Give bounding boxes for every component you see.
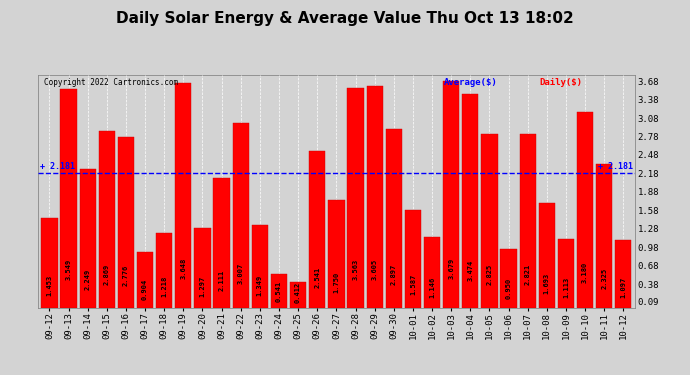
Text: 3.474: 3.474	[467, 260, 473, 280]
Bar	[539, 203, 555, 308]
Bar	[156, 232, 172, 308]
Bar	[347, 88, 364, 308]
Text: 2.325: 2.325	[601, 268, 607, 289]
Text: 1.097: 1.097	[620, 277, 627, 298]
Text: 1.349: 1.349	[257, 275, 263, 296]
Text: 1.693: 1.693	[544, 273, 550, 294]
Bar	[405, 210, 421, 308]
Text: 1.218: 1.218	[161, 276, 167, 297]
Text: 3.679: 3.679	[448, 258, 454, 279]
Bar	[577, 112, 593, 308]
Text: 3.605: 3.605	[372, 258, 377, 280]
Bar	[462, 94, 478, 308]
Bar	[596, 165, 612, 308]
Text: Daily($): Daily($)	[540, 78, 582, 87]
Bar	[615, 240, 631, 308]
Bar	[558, 239, 574, 308]
Text: 1.750: 1.750	[333, 272, 339, 293]
Text: + 2.181: + 2.181	[40, 162, 75, 171]
Bar	[290, 282, 306, 308]
Text: 3.648: 3.648	[180, 258, 186, 279]
Bar	[252, 225, 268, 308]
Text: 2.541: 2.541	[314, 266, 320, 288]
Bar	[41, 218, 57, 308]
Text: 2.869: 2.869	[104, 264, 110, 285]
Bar	[309, 151, 326, 308]
Bar	[386, 129, 402, 308]
Text: 2.249: 2.249	[85, 268, 90, 290]
Text: 3.007: 3.007	[238, 263, 244, 284]
Text: 2.897: 2.897	[391, 264, 397, 285]
Text: 2.776: 2.776	[123, 264, 129, 286]
Text: 2.111: 2.111	[219, 270, 225, 291]
Bar	[137, 252, 153, 308]
Bar	[213, 178, 230, 308]
Text: 2.821: 2.821	[524, 264, 531, 285]
Text: 1.587: 1.587	[410, 273, 416, 294]
Text: 1.297: 1.297	[199, 276, 206, 297]
Bar	[520, 134, 536, 308]
Text: 1.146: 1.146	[429, 276, 435, 298]
Bar	[271, 274, 287, 308]
Bar	[195, 228, 210, 308]
Bar	[424, 237, 440, 308]
Text: 0.950: 0.950	[506, 278, 511, 299]
Bar	[366, 86, 383, 308]
Bar	[500, 249, 517, 308]
Bar	[175, 83, 191, 308]
Text: 3.549: 3.549	[66, 259, 72, 280]
Text: 3.563: 3.563	[353, 259, 359, 280]
Bar	[118, 137, 134, 308]
Bar	[482, 134, 497, 308]
Text: 1.453: 1.453	[46, 274, 52, 296]
Bar	[99, 131, 115, 308]
Text: 1.113: 1.113	[563, 277, 569, 298]
Bar	[233, 123, 249, 308]
Bar	[328, 200, 344, 308]
Text: Average($): Average($)	[444, 78, 497, 87]
Bar	[443, 81, 460, 308]
Text: 0.412: 0.412	[295, 282, 301, 303]
Bar	[61, 89, 77, 308]
Text: + 2.181: + 2.181	[598, 162, 633, 171]
Text: 3.180: 3.180	[582, 261, 588, 283]
Text: 0.904: 0.904	[142, 278, 148, 300]
Text: Copyright 2022 Cartronics.com: Copyright 2022 Cartronics.com	[44, 78, 178, 87]
Bar	[79, 169, 96, 308]
Text: Daily Solar Energy & Average Value Thu Oct 13 18:02: Daily Solar Energy & Average Value Thu O…	[116, 11, 574, 26]
Text: 2.825: 2.825	[486, 264, 493, 285]
Text: 0.541: 0.541	[276, 281, 282, 302]
